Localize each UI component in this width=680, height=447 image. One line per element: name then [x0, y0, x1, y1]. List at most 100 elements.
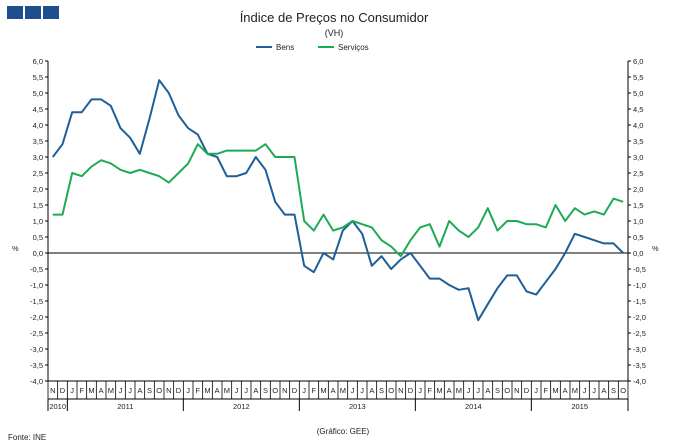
- series-line-bens: [52, 79, 624, 322]
- x-month-label: S: [147, 386, 152, 395]
- x-month-label: F: [544, 386, 549, 395]
- logo-block-1: [7, 6, 23, 19]
- y-tick-label-left: -3,0: [30, 345, 43, 354]
- legend-label-bens: Bens: [276, 43, 294, 52]
- x-month-label: O: [388, 386, 394, 395]
- x-year-label: 2015: [571, 402, 588, 411]
- y-tick-label-left: -2,0: [30, 313, 43, 322]
- x-month-label: F: [428, 386, 433, 395]
- y-tick-label-left: -1,0: [30, 281, 43, 290]
- x-month-label: D: [176, 386, 182, 395]
- y-tick-label-left: 0,5: [33, 233, 43, 242]
- y-tick-label-left: -0,5: [30, 265, 43, 274]
- x-month-label: M: [320, 386, 326, 395]
- series-line-servicos: [52, 143, 624, 258]
- y-tick-label-right: -4,0: [633, 377, 646, 386]
- x-year-label: 2013: [349, 402, 366, 411]
- y-tick-label-left: -2,5: [30, 329, 43, 338]
- y-tick-label-right: 6,0: [633, 57, 643, 66]
- x-month-label: S: [495, 386, 500, 395]
- chart-subtitle: (VH): [325, 28, 344, 38]
- logo-block-3: [43, 6, 59, 19]
- y-tick-label-right: 4,5: [633, 105, 643, 114]
- x-month-label: J: [360, 386, 364, 395]
- x-month-label: M: [572, 386, 578, 395]
- x-month-label: M: [456, 386, 462, 395]
- x-month-label: A: [563, 386, 568, 395]
- x-month-label: F: [80, 386, 85, 395]
- x-month-label: J: [351, 386, 355, 395]
- footer-credit: (Gráfico: GEE): [317, 427, 370, 436]
- y-tick-label-right: 1,0: [633, 217, 643, 226]
- x-month-label: A: [99, 386, 104, 395]
- x-year-label: 2011: [117, 402, 133, 411]
- y-tick-label-left: 5,5: [33, 73, 43, 82]
- x-month-label: D: [408, 386, 414, 395]
- y-tick-label-left: 6,0: [33, 57, 43, 66]
- x-month-label: D: [524, 386, 530, 395]
- y-tick-label-right: 0,5: [633, 233, 643, 242]
- x-month-label: S: [379, 386, 384, 395]
- x-month-label: J: [418, 386, 422, 395]
- x-month-label: A: [447, 386, 452, 395]
- x-month-label: O: [156, 386, 162, 395]
- y-tick-label-left: -4,0: [30, 377, 43, 386]
- y-tick-label-right: -1,5: [633, 297, 646, 306]
- y-tick-label-left: 0,0: [33, 249, 43, 258]
- x-month-label: A: [253, 386, 258, 395]
- x-month-label: J: [128, 386, 132, 395]
- logo-block-2: [25, 6, 41, 19]
- x-year-label: 2012: [233, 402, 250, 411]
- x-month-label: A: [601, 386, 606, 395]
- y-tick-label-left: 3,0: [33, 153, 43, 162]
- x-month-label: S: [263, 386, 268, 395]
- legend: Bens Serviços: [256, 43, 369, 52]
- y-unit-left: %: [12, 244, 19, 253]
- x-month-label: D: [292, 386, 298, 395]
- legend-label-servicos: Serviços: [338, 43, 369, 52]
- y-tick-label-right: 4,0: [633, 121, 643, 130]
- x-month-label: J: [534, 386, 538, 395]
- x-month-label: O: [620, 386, 626, 395]
- x-month-label: A: [137, 386, 142, 395]
- x-month-label: M: [552, 386, 558, 395]
- x-month-label: O: [504, 386, 510, 395]
- x-month-label: J: [119, 386, 123, 395]
- x-month-label: M: [436, 386, 442, 395]
- x-month-label: N: [166, 386, 171, 395]
- y-tick-label-right: 0,0: [633, 249, 643, 258]
- x-month-label: M: [108, 386, 114, 395]
- y-tick-label-left: 4,0: [33, 121, 43, 130]
- y-tick-label-right: 5,0: [633, 89, 643, 98]
- y-tick-label-right: -3,5: [633, 361, 646, 370]
- y-tick-label-left: 1,5: [33, 201, 43, 210]
- y-tick-label-right: 2,5: [633, 169, 643, 178]
- y-tick-label-left: 1,0: [33, 217, 43, 226]
- y-tick-label-right: 1,5: [633, 201, 643, 210]
- x-month-label: J: [302, 386, 306, 395]
- x-month-label: N: [282, 386, 287, 395]
- x-month-label: M: [224, 386, 230, 395]
- y-tick-label-left: 5,0: [33, 89, 43, 98]
- y-tick-label-right: -1,0: [633, 281, 646, 290]
- footer-source: Fonte: INE: [8, 433, 46, 442]
- x-year-label: 2010: [49, 402, 66, 411]
- x-month-label: O: [272, 386, 278, 395]
- y-tick-label-right: 5,5: [633, 73, 643, 82]
- x-month-label: A: [369, 386, 374, 395]
- x-year-label: 2014: [465, 402, 482, 411]
- y-tick-label-right: 3,0: [633, 153, 643, 162]
- x-month-label: J: [235, 386, 239, 395]
- x-month-label: A: [331, 386, 336, 395]
- y-tick-label-right: 3,5: [633, 137, 643, 146]
- x-month-label: F: [312, 386, 317, 395]
- x-month-label: S: [611, 386, 616, 395]
- x-month-label: A: [485, 386, 490, 395]
- x-month-label: J: [186, 386, 190, 395]
- x-month-label: D: [60, 386, 66, 395]
- y-unit-right: %: [652, 244, 659, 253]
- x-month-label: J: [70, 386, 74, 395]
- x-month-label: N: [514, 386, 519, 395]
- y-tick-label-right: -3,0: [633, 345, 646, 354]
